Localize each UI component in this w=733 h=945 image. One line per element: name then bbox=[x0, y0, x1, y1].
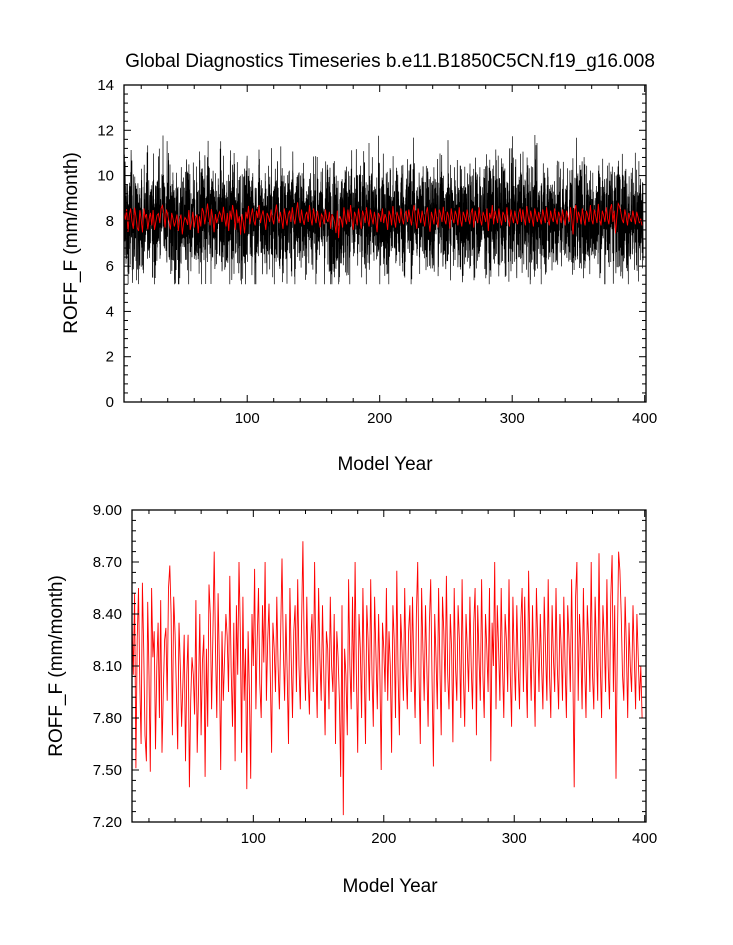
x-axis-label-top: Model Year bbox=[337, 454, 433, 475]
chart-bottom: 100 200 300 400 7.20 7.50 7.80 8.10 8.40 8.70 9.0… bbox=[46, 502, 657, 897]
plot-area-bottom bbox=[131, 541, 643, 816]
plot-frame-bottom bbox=[131, 509, 647, 823]
plot-area-top bbox=[123, 134, 644, 285]
x-axis-ticks-bottom: 100 200 300 400 bbox=[148, 510, 657, 847]
y-tick-label: 8.70 bbox=[93, 554, 122, 571]
y-axis-ticks-top: 0 2 4 6 8 10 12 14 bbox=[97, 77, 646, 411]
y-tick-label: 8 bbox=[106, 213, 114, 230]
series-line-annual-top bbox=[123, 202, 643, 239]
x-axis-ticks-top: 100 200 300 400 bbox=[140, 85, 657, 427]
x-axis-label-bottom: Model Year bbox=[342, 876, 438, 897]
y-tick-label: 7.20 bbox=[93, 814, 122, 831]
series-line-annual-bottom bbox=[131, 541, 643, 816]
y-tick-label: 6 bbox=[106, 258, 114, 275]
x-tick-label: 200 bbox=[367, 410, 392, 427]
y-tick-label: 14 bbox=[97, 77, 114, 94]
y-tick-label: 10 bbox=[97, 168, 114, 185]
y-axis-label-bottom: ROFF_F (mm/month) bbox=[46, 575, 67, 757]
x-tick-label: 200 bbox=[371, 830, 396, 847]
plot-frame-top bbox=[123, 84, 647, 403]
x-tick-label: 100 bbox=[235, 410, 260, 427]
y-tick-label: 0 bbox=[106, 394, 114, 411]
x-tick-label: 400 bbox=[632, 830, 657, 847]
y-tick-label: 8.10 bbox=[93, 658, 122, 675]
y-axis-ticks-bottom: 7.20 7.50 7.80 8.10 8.40 8.70 9.00 bbox=[93, 502, 646, 831]
y-tick-label: 4 bbox=[106, 303, 114, 320]
y-tick-label: 7.50 bbox=[93, 762, 122, 779]
y-tick-label: 8.40 bbox=[93, 606, 122, 623]
x-tick-label: 300 bbox=[500, 410, 525, 427]
x-tick-label: 100 bbox=[241, 830, 266, 847]
page-title: Global Diagnostics Timeseries b.e11.B185… bbox=[125, 51, 655, 72]
y-tick-label: 7.80 bbox=[93, 710, 122, 727]
y-axis-label-top: ROFF_F (mm/month) bbox=[61, 152, 82, 334]
x-tick-label: 300 bbox=[502, 830, 527, 847]
chart-top: 100 200 300 400 0 2 4 6 8 10 12 14 Model Year ROFF… bbox=[61, 77, 657, 475]
y-tick-label: 2 bbox=[106, 349, 114, 366]
x-tick-label: 400 bbox=[632, 410, 657, 427]
y-tick-label: 9.00 bbox=[93, 502, 122, 519]
y-tick-label: 12 bbox=[97, 122, 114, 139]
